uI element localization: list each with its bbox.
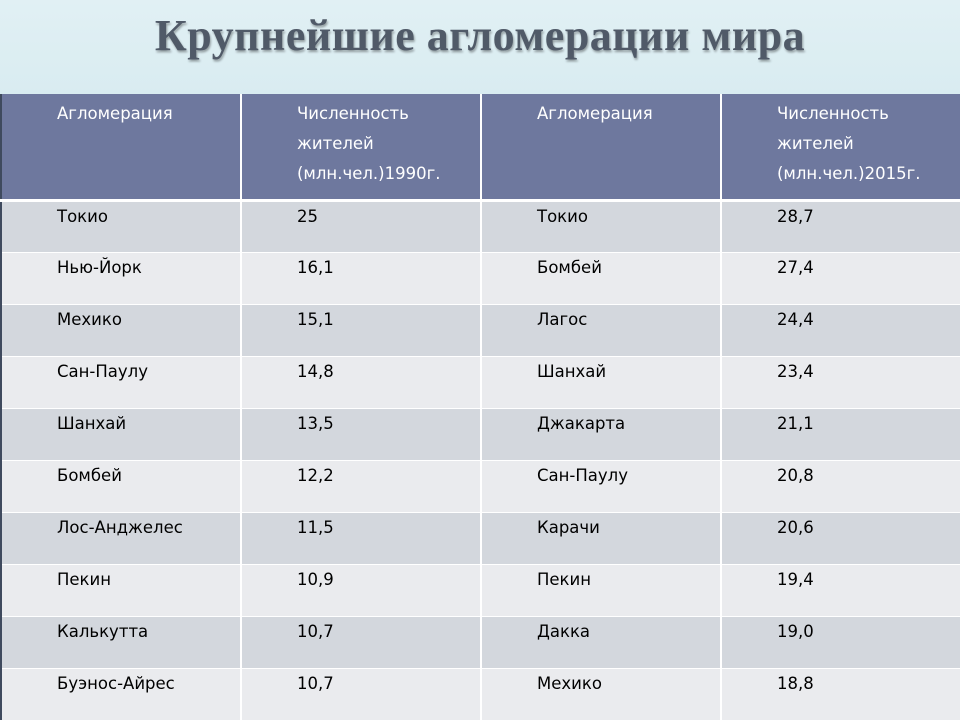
table-row: Токио 25 Токио 28,7 xyxy=(0,199,960,253)
table-row: Бомбей 12,2 Сан-Паулу 20,8 xyxy=(0,459,960,513)
title-band xyxy=(0,0,960,94)
header-population-2015: Численность жителей (млн.чел.)2015г. xyxy=(720,94,960,202)
cell-pop-1990: 11,5 xyxy=(240,511,482,565)
cell-city-2015: Пекин xyxy=(480,563,722,617)
cell-city-1990: Лос-Анджелес xyxy=(0,511,242,565)
table-row: Пекин 10,9 Пекин 19,4 xyxy=(0,563,960,617)
cell-city-2015: Лагос xyxy=(480,303,722,357)
cell-pop-2015: 18,8 xyxy=(720,667,960,720)
cell-city-2015: Джакарта xyxy=(480,407,722,461)
cell-pop-2015: 20,6 xyxy=(720,511,960,565)
table-row: Буэнос-Айрес 10,7 Мехико 18,8 xyxy=(0,667,960,720)
cell-city-2015: Шанхай xyxy=(480,355,722,409)
cell-pop-1990: 10,7 xyxy=(240,615,482,669)
cell-city-1990: Буэнос-Айрес xyxy=(0,667,242,720)
cell-pop-1990: 10,9 xyxy=(240,563,482,617)
cell-city-1990: Мехико xyxy=(0,303,242,357)
cell-pop-2015: 23,4 xyxy=(720,355,960,409)
cell-pop-2015: 19,4 xyxy=(720,563,960,617)
table-row: Калькутта 10,7 Дакка 19,0 xyxy=(0,615,960,669)
cell-pop-2015: 27,4 xyxy=(720,251,960,305)
cell-pop-1990: 16,1 xyxy=(240,251,482,305)
cell-pop-1990: 15,1 xyxy=(240,303,482,357)
cell-city-2015: Мехико xyxy=(480,667,722,720)
table-row: Мехико 15,1 Лагос 24,4 xyxy=(0,303,960,357)
table-row: Лос-Анджелес 11,5 Карачи 20,6 xyxy=(0,511,960,565)
page-title: Крупнейшие агломерации мира xyxy=(154,11,806,60)
cell-pop-1990: 13,5 xyxy=(240,407,482,461)
header-agglomeration-1990: Агломерация xyxy=(0,94,242,202)
cell-city-2015: Дакка xyxy=(480,615,722,669)
agglomerations-table: Агломерация Численность жителей (млн.чел… xyxy=(0,94,960,720)
cell-pop-2015: 21,1 xyxy=(720,407,960,461)
table-row: Нью-Йорк 16,1 Бомбей 27,4 xyxy=(0,251,960,305)
header-population-1990: Численность жителей (млн.чел.)1990г. xyxy=(240,94,482,202)
cell-pop-1990: 12,2 xyxy=(240,459,482,513)
cell-city-1990: Токио xyxy=(0,199,242,253)
cell-city-1990: Калькутта xyxy=(0,615,242,669)
table-header-row: Агломерация Численность жителей (млн.чел… xyxy=(0,94,960,202)
table-row: Шанхай 13,5 Джакарта 21,1 xyxy=(0,407,960,461)
cell-city-1990: Бомбей xyxy=(0,459,242,513)
cell-city-1990: Сан-Паулу xyxy=(0,355,242,409)
cell-pop-1990: 14,8 xyxy=(240,355,482,409)
cell-pop-2015: 24,4 xyxy=(720,303,960,357)
cell-city-1990: Нью-Йорк xyxy=(0,251,242,305)
cell-city-2015: Карачи xyxy=(480,511,722,565)
cell-pop-2015: 19,0 xyxy=(720,615,960,669)
table-row: Сан-Паулу 14,8 Шанхай 23,4 xyxy=(0,355,960,409)
cell-city-1990: Шанхай xyxy=(0,407,242,461)
cell-pop-2015: 20,8 xyxy=(720,459,960,513)
cell-pop-1990: 25 xyxy=(240,199,482,253)
header-agglomeration-2015: Агломерация xyxy=(480,94,722,202)
cell-city-2015: Бомбей xyxy=(480,251,722,305)
cell-city-2015: Сан-Паулу xyxy=(480,459,722,513)
cell-pop-1990: 10,7 xyxy=(240,667,482,720)
cell-city-2015: Токио xyxy=(480,199,722,253)
cell-city-1990: Пекин xyxy=(0,563,242,617)
cell-pop-2015: 28,7 xyxy=(720,199,960,253)
